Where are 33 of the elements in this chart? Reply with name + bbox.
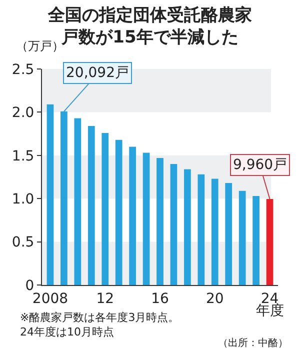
- x-tick-label: 20: [206, 290, 224, 307]
- bar: [60, 111, 68, 285]
- text: （出所：中酪）: [218, 337, 288, 349]
- bar: [115, 140, 122, 285]
- bar: [46, 104, 54, 285]
- chart-title: 全国の指定団体受託酪農家: [47, 5, 252, 26]
- text: ※酪農家戸数は各年度3月時点。 24年度は10月時点: [20, 311, 180, 338]
- x-tick-label: 12: [96, 290, 114, 307]
- y-tick-label: 0: [25, 278, 34, 294]
- bar: [238, 190, 246, 285]
- bar: [88, 126, 95, 285]
- bar: [225, 183, 232, 285]
- y-tick-label: 0.5: [12, 234, 34, 251]
- bar: [102, 132, 109, 285]
- bar: [266, 198, 274, 285]
- bar: [198, 174, 205, 285]
- x-tick-label: 16: [151, 290, 169, 307]
- bar: [156, 158, 164, 285]
- x-tick-label: 2008: [32, 290, 68, 307]
- annotation: 9,960戸: [233, 157, 288, 173]
- bar: [211, 178, 218, 285]
- bar: [74, 118, 82, 285]
- y-tick-label: 1.0: [12, 192, 34, 208]
- bar: [129, 146, 136, 285]
- bar: [142, 152, 150, 285]
- bar: [170, 164, 178, 285]
- chart-subtitle: 戸数が15年で半減した: [60, 28, 238, 48]
- y-tick-label: 2.0: [12, 105, 34, 122]
- y-tick-label: 2.5: [12, 62, 34, 78]
- bar: [252, 196, 260, 285]
- y-tick-label: 1.5: [12, 148, 34, 164]
- annotation: 20,092戸: [66, 65, 129, 81]
- bar: [184, 169, 191, 285]
